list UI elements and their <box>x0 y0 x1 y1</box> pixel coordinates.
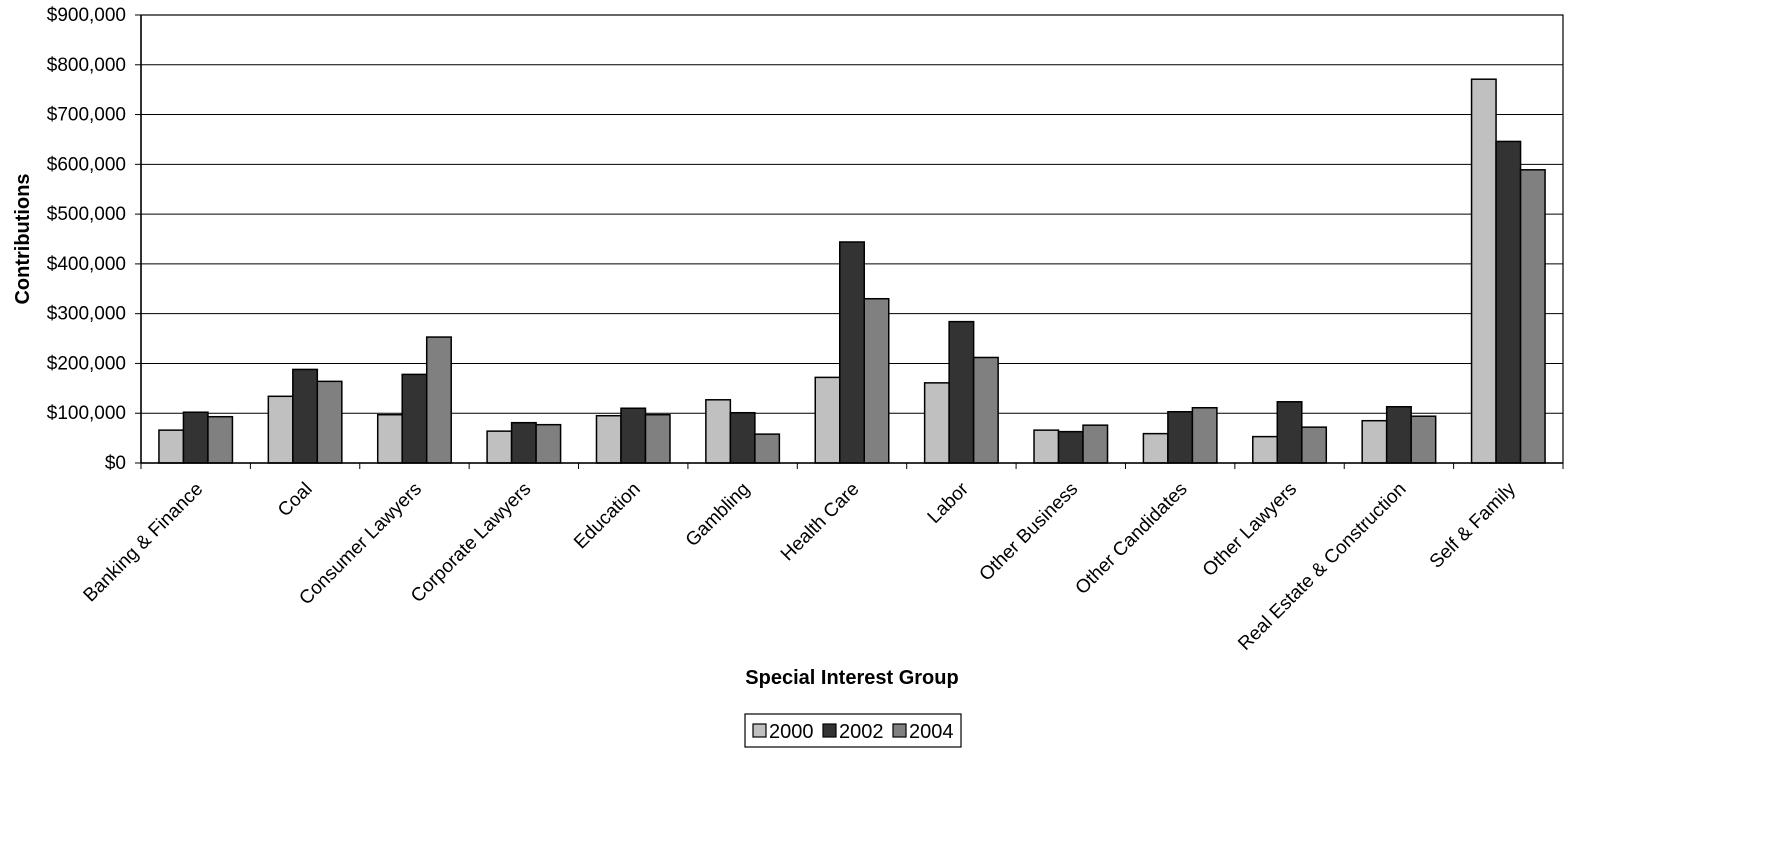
legend-label: 2004 <box>909 721 954 743</box>
bar-2004 <box>1519 169 1546 464</box>
bar-2002 <box>620 407 647 464</box>
bar-2002 <box>1276 401 1303 464</box>
legend-swatch <box>752 723 767 738</box>
bar-2002 <box>292 368 319 464</box>
bar-2004 <box>754 433 781 464</box>
y-axis-title: Contributions <box>12 173 34 304</box>
bar-2000 <box>1252 435 1279 464</box>
bar-2000 <box>705 399 732 464</box>
y-tick-label: $800,000 <box>47 55 126 76</box>
bar-2004 <box>644 413 671 464</box>
bar-2002 <box>948 320 975 464</box>
bar-2002 <box>1057 430 1084 464</box>
y-tick-label: $300,000 <box>47 304 126 325</box>
bar-2004 <box>972 356 999 464</box>
x-tick-label: Health Care <box>777 479 864 566</box>
y-tick-label: $400,000 <box>47 254 126 275</box>
bar-2002 <box>1167 410 1194 464</box>
bar-2000 <box>923 382 950 464</box>
legend-label: 2000 <box>769 721 814 743</box>
bar-2004 <box>1191 406 1218 464</box>
bar-2000 <box>595 414 622 464</box>
legend: 2000 2002 2004 <box>744 713 962 748</box>
x-tick-label: Banking & Finance <box>80 479 208 607</box>
x-tick-label: Self & Family <box>1426 478 1520 572</box>
y-tick-label: $700,000 <box>47 105 126 126</box>
x-axis-title: Special Interest Group <box>745 667 958 689</box>
bars <box>158 78 1546 464</box>
y-tick-label: $200,000 <box>47 353 126 374</box>
bar-2000 <box>158 429 185 464</box>
bar-2002 <box>839 241 865 464</box>
bar-2004 <box>1082 424 1109 464</box>
x-tick-label: Other Business <box>976 479 1083 586</box>
y-tick-label: $0 <box>105 453 126 474</box>
bar-2002 <box>1385 406 1412 464</box>
bar-2000 <box>376 413 403 464</box>
bar-2002 <box>729 411 756 464</box>
legend-swatch <box>822 723 837 738</box>
bar-2000 <box>814 376 841 464</box>
bar-2002 <box>401 373 428 464</box>
bar-2004 <box>316 380 343 464</box>
y-tick-label: $100,000 <box>47 403 126 424</box>
x-tick-label: Other Candidates <box>1072 479 1192 599</box>
x-tick-label: Gambling <box>682 479 754 551</box>
axes <box>135 14 1564 469</box>
bar-2002 <box>182 411 209 464</box>
bar-2002 <box>1495 140 1522 464</box>
bar-2000 <box>1033 429 1060 464</box>
x-tick-label: Other Lawyers <box>1199 479 1301 581</box>
y-tick-label: $500,000 <box>47 204 126 225</box>
bar-2004 <box>1301 426 1328 464</box>
x-tick-label: Corporate Lawyers <box>407 479 535 607</box>
legend-label: 2002 <box>839 721 884 743</box>
legend-box <box>744 713 962 748</box>
x-tick-label: Education <box>570 479 645 554</box>
bar-2004 <box>425 336 452 464</box>
y-tick-label: $900,000 <box>47 5 126 26</box>
legend-swatch <box>892 723 907 738</box>
x-tick-label: Coal <box>274 479 316 521</box>
y-tick-labels: $0 $100,000 $200,000 $300,000 $400,000 $500,0… <box>47 5 126 474</box>
x-tick-label: Consumer Lawyers <box>295 479 426 610</box>
bar-2004 <box>535 423 562 464</box>
bar-2000 <box>1361 419 1388 464</box>
bar-2000 <box>1470 78 1497 464</box>
bar-2004 <box>1410 415 1437 464</box>
bar-2000 <box>486 430 513 464</box>
y-tick-label: $600,000 <box>47 154 126 175</box>
bar-2000 <box>267 395 294 464</box>
bar-2004 <box>863 297 890 464</box>
x-tick-label: Labor <box>924 478 974 528</box>
bar-2004 <box>207 415 234 464</box>
bar-2002 <box>510 421 537 464</box>
bar-2000 <box>1142 432 1169 464</box>
